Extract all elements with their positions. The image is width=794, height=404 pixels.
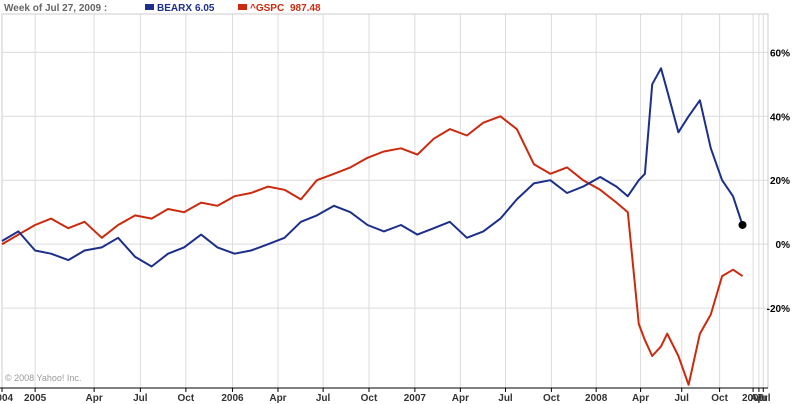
- x-tick-label: Apr: [85, 393, 102, 404]
- legend-symbol-gspc[interactable]: ^GSPC: [250, 3, 284, 14]
- y-tick-label: 60%: [770, 48, 790, 59]
- y-tick-label: -20%: [767, 304, 790, 315]
- x-tick-label-year: 2006: [221, 393, 244, 404]
- x-tick-label-year: 2005: [24, 393, 47, 404]
- y-axis-ticks: 60% 40% 20% 0% -20%: [767, 48, 790, 315]
- x-tick-label-year: 2007: [404, 393, 427, 404]
- x-tick-label: Oct: [543, 393, 560, 404]
- x-tick-label: Jul: [133, 393, 148, 404]
- x-tick-label-year: 2008: [585, 393, 608, 404]
- x-tick-label-year: 2009: [742, 393, 765, 404]
- legend-value-gspc: 987.48: [290, 3, 321, 14]
- grid: [1, 14, 768, 388]
- legend-swatch-gspc: [238, 4, 247, 10]
- x-tick-label: Oct: [711, 393, 728, 404]
- x-tick-label: Apr: [750, 393, 767, 404]
- x-tick-label: Apr: [632, 393, 649, 404]
- x-tick-label: Apr: [269, 393, 286, 404]
- series-layer: [1, 67, 747, 386]
- x-tick-label: Jul: [756, 393, 771, 404]
- legend-symbol-bearx[interactable]: BEARX: [157, 3, 192, 14]
- week-label: Week of Jul 27, 2009 :: [4, 3, 107, 14]
- x-tick-label: Jul: [316, 393, 331, 404]
- y-tick-label: 0%: [776, 240, 791, 251]
- series-line-gspc: [1, 115, 744, 386]
- y-tick-label: 20%: [770, 176, 790, 187]
- x-tick-label: Jul: [674, 393, 689, 404]
- x-tick-label: Oct: [361, 393, 378, 404]
- series-line-bearx: [1, 67, 744, 268]
- x-axis-ticks: 20042005AprJulOct2006AprJulOct2007AprJul…: [0, 388, 771, 404]
- series-endpoint-bearx: [738, 220, 747, 229]
- x-tick-label: Jul: [498, 393, 513, 404]
- x-tick-label: Apr: [452, 393, 469, 404]
- copyright-text: © 2008 Yahoo! Inc.: [5, 373, 81, 383]
- legend-value-bearx: 6.05: [195, 3, 215, 14]
- y-tick-label: 40%: [770, 112, 790, 123]
- x-tick-label-year: 2004: [0, 393, 14, 404]
- legend-swatch-bearx: [145, 4, 154, 10]
- x-tick-label: Oct: [178, 393, 195, 404]
